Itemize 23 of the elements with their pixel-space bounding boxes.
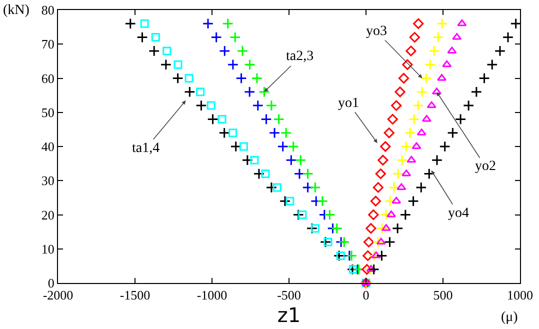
- annotation: ta1,4: [132, 141, 160, 156]
- annotation: yo3: [366, 24, 387, 39]
- x-tick-label: -500: [277, 288, 301, 303]
- x-tick-label: -1000: [196, 288, 228, 303]
- x-tick-label: -1500: [120, 288, 150, 303]
- y-tick-label: 30: [41, 173, 54, 188]
- annotation: ta2,3: [286, 49, 314, 64]
- annotation: yo2: [475, 159, 496, 174]
- text: (μ): [501, 310, 518, 325]
- annotation: yo4: [448, 206, 469, 221]
- x-tick-label: 1000: [507, 288, 533, 303]
- y-tick-label: 10: [41, 241, 54, 256]
- y-axis-title: (kN): [3, 3, 30, 18]
- x-tick-label: 500: [433, 288, 453, 303]
- annotation: yo1: [338, 96, 359, 111]
- y-tick-label: 60: [41, 70, 54, 86]
- x-tick-label: 0: [362, 288, 370, 303]
- y-tick-label: 70: [41, 36, 54, 52]
- y-tick-label: 50: [41, 104, 54, 120]
- y-tick-label: 40: [41, 139, 54, 154]
- y-tick-label: 80: [41, 2, 54, 18]
- x-axis-title: z1: [277, 303, 301, 328]
- y-tick-label: 20: [41, 207, 54, 222]
